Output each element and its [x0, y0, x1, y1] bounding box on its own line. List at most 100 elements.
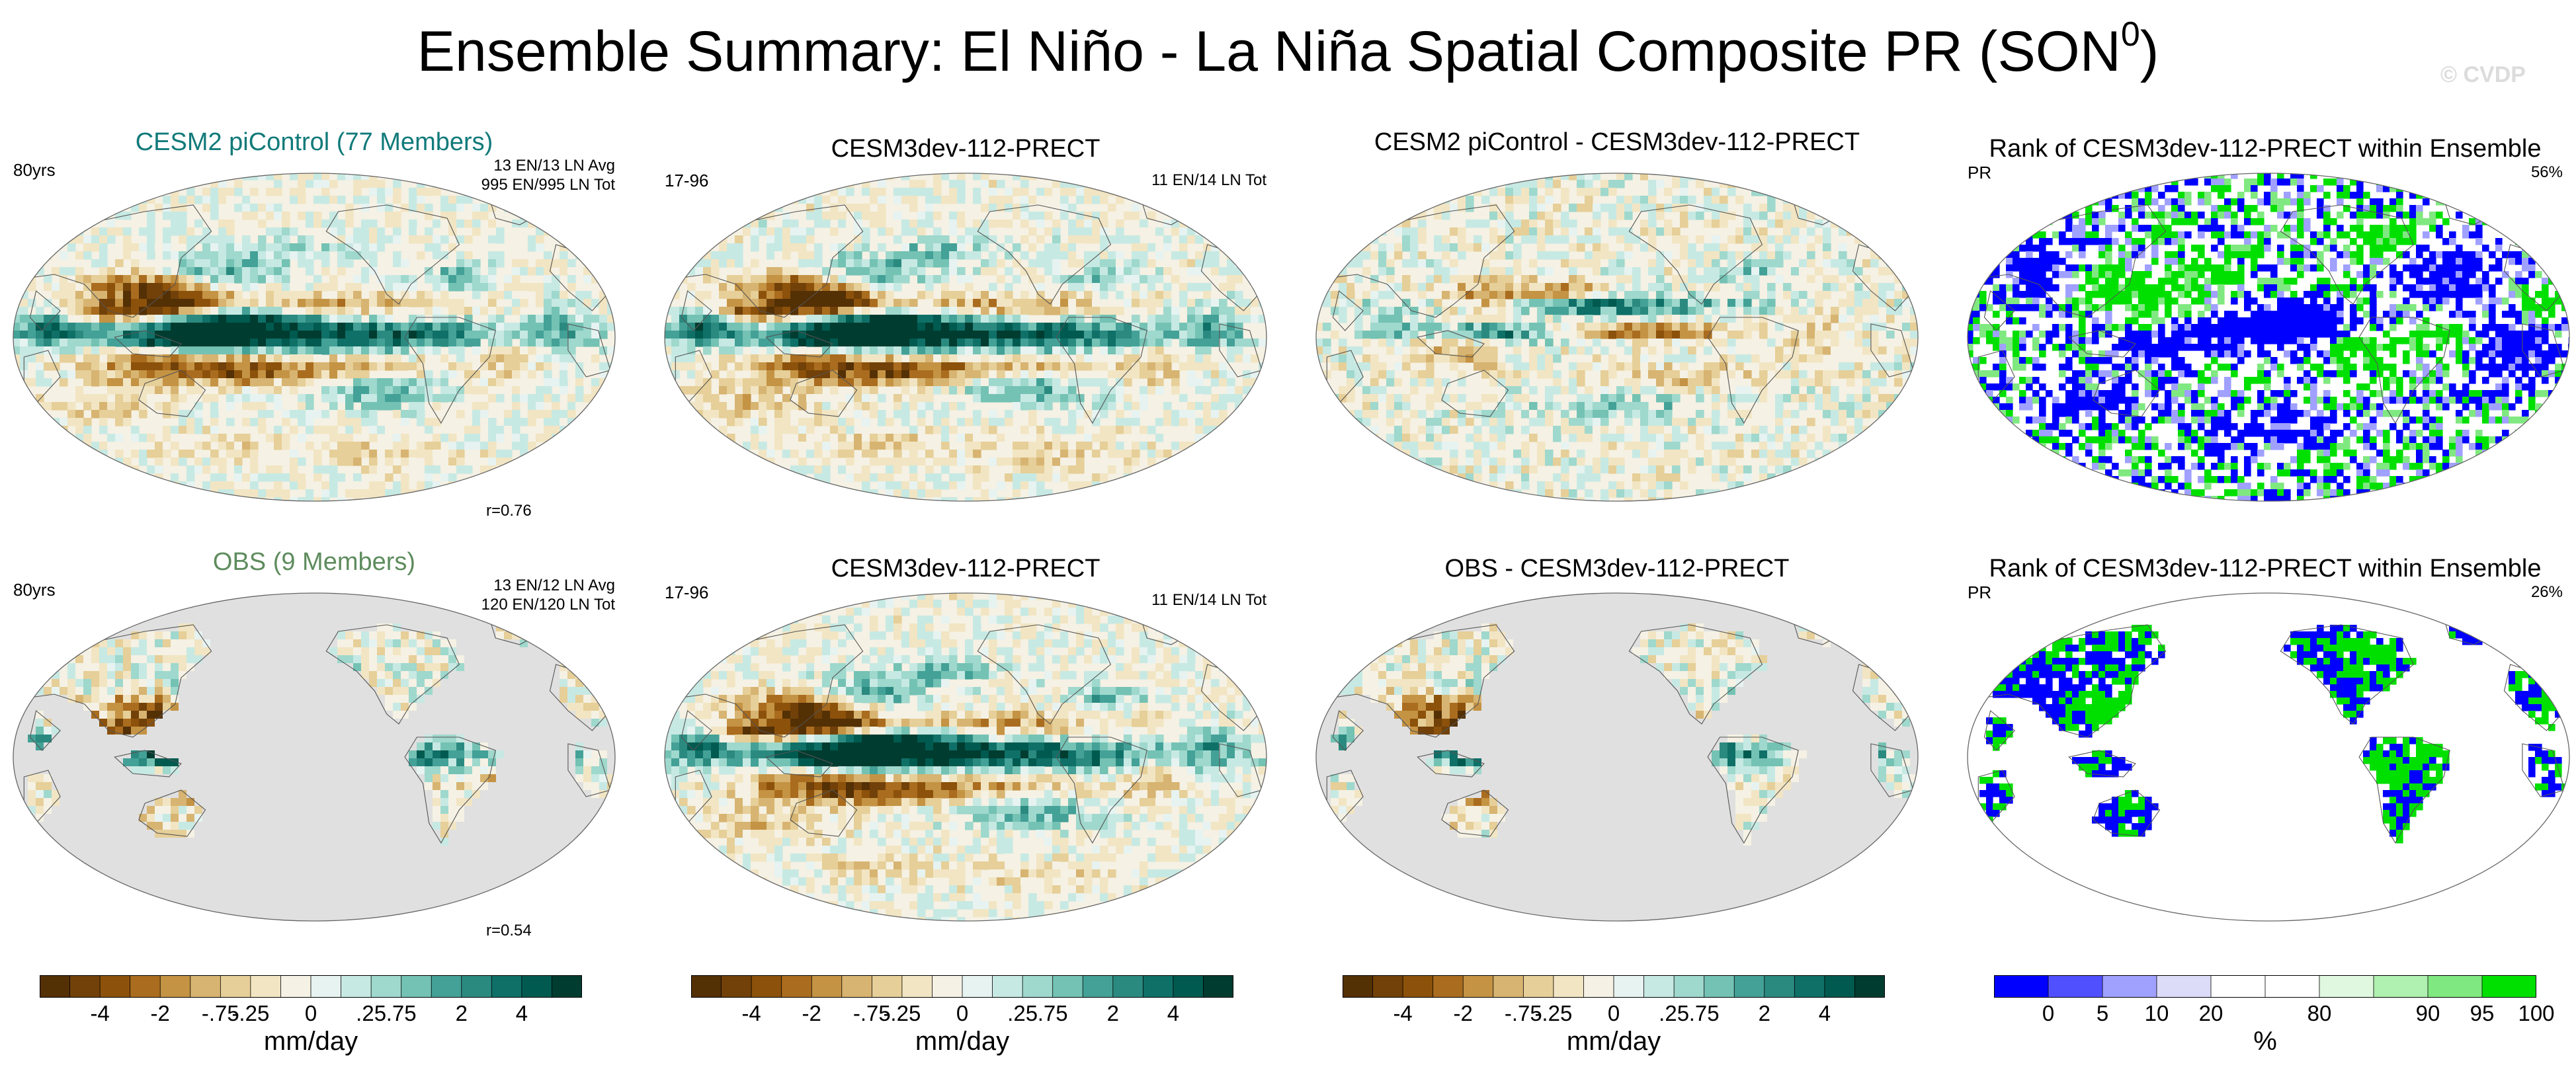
colorbar-swatch [1343, 975, 1374, 998]
colorbar-tick-label: .25 [1659, 1001, 1690, 1025]
colorbar-units: mm/day [915, 1027, 1010, 1056]
colorbar-swatch [1643, 975, 1675, 998]
colorbar-swatch [1372, 975, 1404, 998]
map-obs-composite [13, 592, 616, 922]
map-border [664, 592, 1267, 922]
colorbar-tick-label: -.75 [852, 1001, 891, 1025]
colorbar-swatch [1994, 975, 2049, 998]
colorbar-swatch [751, 975, 782, 998]
colorbar-tick-label: 0 [956, 1001, 969, 1025]
colorbar-pr-1: -4 -2 -.75 -.25 0 .25.75 2 4 mm/day [40, 975, 582, 1074]
map-border [664, 173, 1267, 502]
colorbar-swatch [370, 975, 402, 998]
panel-rank-2: Rank of CESM3dev-112-PRECT within Ensemb… [1954, 545, 2576, 955]
colorbar-swatch [811, 975, 843, 998]
colorbar-swatch [1794, 975, 1825, 998]
colorbar-tick-label: -4 [741, 1001, 761, 1025]
colorbar-swatch [1824, 975, 1856, 998]
map-rank-2 [1967, 592, 2570, 922]
events-label: 13 EN/13 LN Avg 995 EN/995 LN Tot [481, 157, 615, 194]
panel-difference: CESM2 piControl - CESM3dev-112-PRECT [1303, 126, 1931, 536]
map-field [1968, 593, 2569, 921]
map-cesm2-composite [13, 173, 616, 502]
panel-title: CESM2 piControl (77 Members) [135, 128, 493, 156]
colorbar-swatch [932, 975, 963, 998]
colorbar-swatch [1112, 975, 1144, 998]
colorbar-swatch [901, 975, 933, 998]
colorbar-swatch [2210, 975, 2266, 998]
events-label: 11 EN/14 LN Tot [1151, 171, 1267, 189]
pattern-correlation: r=0.76 [486, 502, 532, 520]
colorbar-swatch [2156, 975, 2212, 998]
map-border [1315, 592, 1919, 922]
colorbar-swatch [691, 975, 722, 998]
colorbar-pr-2: -4 -2 -.75 -.25 0 .25.75 2 4 mm/day [691, 975, 1233, 1074]
colorbar-tick-label: -4 [1393, 1001, 1413, 1025]
colorbar-swatch [1764, 975, 1796, 998]
colorbar-swatch [69, 975, 101, 998]
map-field [665, 593, 1267, 921]
colorbar-swatch [99, 975, 131, 998]
map-difference [1315, 173, 1919, 502]
map-field [665, 173, 1267, 501]
colorbar-swatch [1553, 975, 1585, 998]
colorbar-ticks: -4 -2 -.75 -.25 0 .25.75 2 4 [691, 1001, 1233, 1027]
colorbar-swatch [521, 975, 553, 998]
panel-title: CESM3dev-112-PRECT [831, 135, 1101, 163]
colorbar-tick-label: 4 [1167, 1001, 1180, 1025]
map-border [1967, 173, 2570, 502]
panel-obs-composite: OBS (9 Members) 80yrs 13 EN/12 LN Avg 120… [0, 545, 628, 955]
colorbar-swatch [721, 975, 753, 998]
colorbar-swatch [1733, 975, 1765, 998]
colorbar-tick-label: -2 [802, 1001, 821, 1025]
colorbar-swatch [1704, 975, 1735, 998]
map-cesm3-composite [664, 173, 1267, 502]
colorbar-tick-label: 0 [2042, 1001, 2055, 1025]
colorbar-tick-label: -.25 [231, 1001, 270, 1025]
colorbar-swatch [220, 975, 251, 998]
panel-cesm3-composite-2: CESM3dev-112-PRECT 17-96 11 EN/14 LN Tot [651, 545, 1280, 955]
colorbar-swatch [491, 975, 522, 998]
colorbar-swatch [190, 975, 222, 998]
colorbar-swatches [1994, 975, 2536, 998]
colorbar-swatch [341, 975, 372, 998]
colorbar-ticks: 0 5 10 20 80 90 95 100 [1994, 1001, 2555, 1027]
colorbar-swatch [1522, 975, 1554, 998]
colorbar-swatch [1583, 975, 1614, 998]
colorbar-tick-label: -.25 [883, 1001, 921, 1025]
colorbar-swatch [310, 975, 342, 998]
colorbar-swatch [2048, 975, 2103, 998]
panel-title: Rank of CESM3dev-112-PRECT within Ensemb… [1989, 555, 2542, 582]
map-cesm3-composite-2 [664, 592, 1267, 922]
colorbar-tick-label: 10 [2144, 1001, 2169, 1025]
colorbar-swatch [130, 975, 161, 998]
colorbar-swatch [871, 975, 903, 998]
colorbar-swatches [691, 975, 1233, 998]
colorbar-tick-label: .25 [356, 1001, 387, 1025]
cvdp-watermark: © CVDP [2440, 62, 2526, 87]
colorbar-swatch [40, 975, 71, 998]
panel-cesm2-composite: CESM2 piControl (77 Members) 80yrs 13 EN… [0, 126, 628, 536]
years-label: 17-96 [665, 171, 709, 190]
colorbar-swatch [1433, 975, 1464, 998]
rank-percent: 56% [2530, 163, 2563, 181]
colorbar-swatch [552, 975, 582, 998]
rank-percent: 26% [2530, 583, 2563, 601]
years-label: 17-96 [665, 582, 709, 602]
map-border [1315, 173, 1919, 502]
colorbar-tick-label: 80 [2307, 1001, 2332, 1025]
colorbar-units: % [2253, 1027, 2277, 1056]
colorbar-swatch [2481, 975, 2536, 998]
panel-title: OBS - CESM3dev-112-PRECT [1444, 555, 1790, 582]
map-border [13, 173, 616, 502]
colorbar-swatch [401, 975, 433, 998]
colorbar-tick-label: 4 [515, 1001, 528, 1025]
colorbar-swatch [1673, 975, 1705, 998]
colorbar-swatch [461, 975, 493, 998]
panel-rank: Rank of CESM3dev-112-PRECT within Ensemb… [1954, 126, 2576, 536]
colorbar-ticks: -4 -2 -.75 -.25 0 .25.75 2 4 [40, 1001, 582, 1027]
colorbar-swatch [1613, 975, 1645, 998]
events-label: 11 EN/14 LN Tot [1151, 591, 1267, 609]
colorbar-tick-label: -4 [90, 1001, 110, 1025]
panel-title: OBS (9 Members) [212, 548, 416, 576]
